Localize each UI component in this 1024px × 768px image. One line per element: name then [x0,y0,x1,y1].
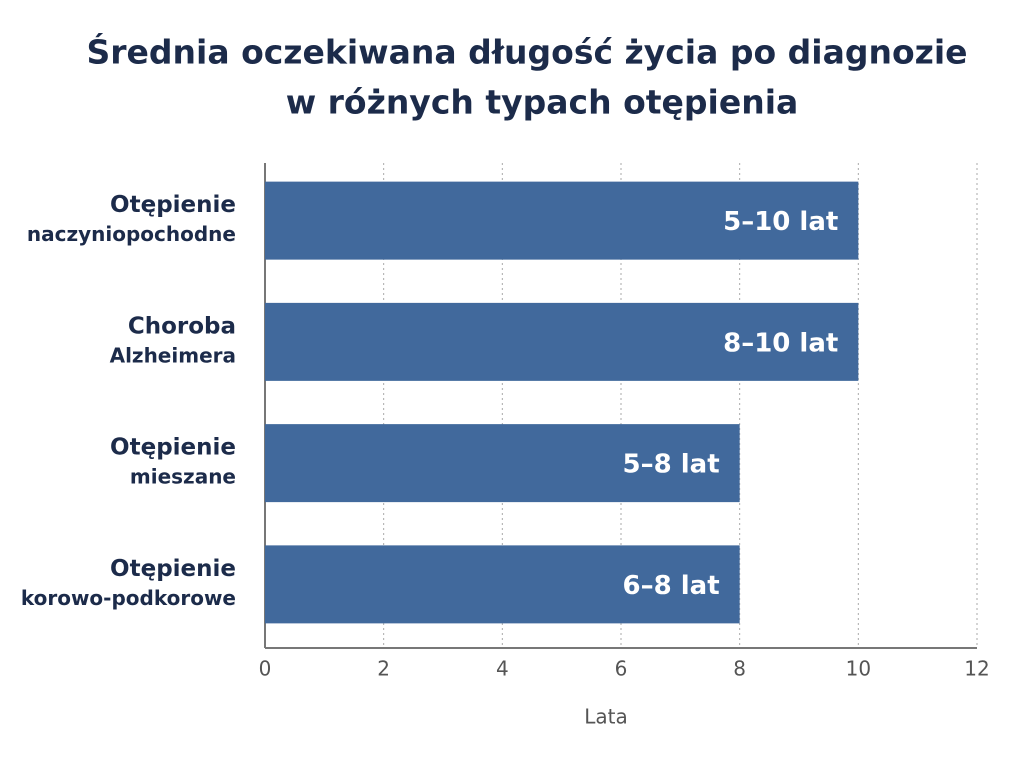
y-tick-label: mieszane [130,465,236,489]
y-tick-label: Choroba [128,313,236,339]
bar [265,424,740,503]
bar [265,302,859,381]
y-tick-label: naczyniopochodne [27,222,236,246]
value-label: 8–10 lat [723,328,838,358]
x-tick-label: 12 [964,657,989,681]
chart-title: Średnia oczekiwana długość życia po diag… [86,32,967,72]
x-tick-label: 4 [496,657,509,681]
y-tick-label: Alzheimera [110,343,236,367]
y-tick-label: Otępienie [110,435,236,461]
bar [265,181,859,260]
value-label: 6–8 lat [623,571,720,601]
y-tick-label: Otępienie [110,556,236,582]
x-tick-label: 8 [733,657,746,681]
x-tick-label: 0 [259,657,272,681]
y-tick-label: korowo-podkorowe [21,586,236,610]
x-axis-label: Lata [584,705,628,729]
x-tick-label: 2 [377,657,390,681]
value-label: 5–8 lat [623,450,720,480]
bar [265,545,740,624]
value-label: 5–10 lat [723,207,838,237]
chart-title: w różnych typach otępienia [286,83,799,122]
x-tick-label: 10 [846,657,871,681]
x-tick-label: 6 [615,657,628,681]
y-tick-label: Otępienie [110,192,236,218]
